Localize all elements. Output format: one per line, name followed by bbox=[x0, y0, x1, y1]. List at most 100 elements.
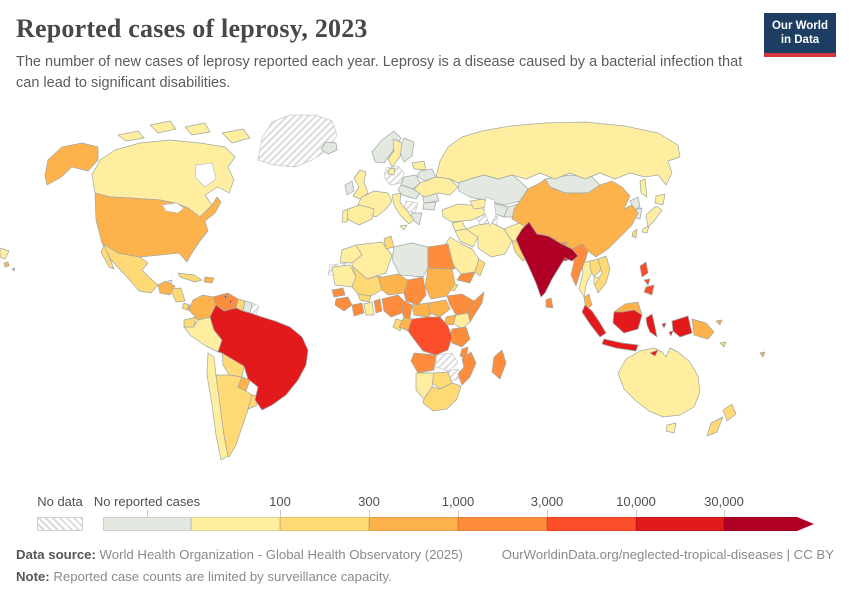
country-japan-honshu[interactable] bbox=[645, 205, 663, 228]
country-russia-sakhalin[interactable] bbox=[639, 178, 648, 198]
country-sweden[interactable] bbox=[387, 138, 403, 168]
country-ghana[interactable] bbox=[363, 301, 375, 316]
country-vietnam[interactable] bbox=[594, 255, 611, 294]
legend-swatch-b2[interactable] bbox=[280, 517, 369, 531]
country-guatemala[interactable] bbox=[157, 280, 176, 296]
country-philippines-visayas[interactable] bbox=[643, 278, 651, 286]
country-indonesia-sulawesi[interactable] bbox=[645, 313, 658, 338]
country-indonesia-papua[interactable] bbox=[671, 315, 693, 338]
country-italy-sicily[interactable] bbox=[399, 224, 408, 231]
country-cuba[interactable] bbox=[177, 272, 203, 283]
country-usa-hawaii-2[interactable] bbox=[11, 267, 16, 272]
country-solomon-islands[interactable] bbox=[719, 341, 727, 348]
country-poland[interactable] bbox=[400, 174, 421, 190]
country-togo-benin[interactable] bbox=[373, 298, 383, 314]
country-taiwan[interactable] bbox=[631, 228, 638, 239]
legend-swatch-b1[interactable] bbox=[191, 517, 280, 531]
country-egypt[interactable] bbox=[427, 243, 456, 270]
country-fiji[interactable] bbox=[759, 351, 766, 358]
country-nigeria[interactable] bbox=[381, 294, 405, 318]
country-canada-arctic-1[interactable] bbox=[117, 130, 145, 142]
country-senegal[interactable] bbox=[331, 287, 346, 298]
country-tanzania[interactable] bbox=[449, 326, 471, 348]
country-sri-lanka[interactable] bbox=[545, 297, 554, 309]
country-zambia[interactable] bbox=[435, 352, 459, 372]
country-burkina-faso[interactable] bbox=[357, 293, 372, 303]
country-usa-hawaii[interactable] bbox=[3, 261, 10, 268]
country-russia-chukotka-fragment[interactable] bbox=[0, 247, 10, 260]
country-madagascar[interactable] bbox=[491, 349, 507, 380]
country-paraguay[interactable] bbox=[237, 376, 251, 392]
country-philippines-luzon[interactable] bbox=[639, 261, 649, 278]
country-iran[interactable] bbox=[465, 222, 513, 258]
country-usa[interactable] bbox=[94, 192, 222, 263]
country-indonesia-maluku[interactable] bbox=[661, 322, 667, 329]
country-italy[interactable] bbox=[391, 192, 415, 225]
country-angola[interactable] bbox=[410, 352, 437, 374]
country-austria-czechia[interactable] bbox=[397, 184, 421, 200]
country-png-new-britain[interactable] bbox=[715, 319, 723, 326]
country-philippines-mindanao[interactable] bbox=[643, 284, 655, 296]
country-baltic-states[interactable] bbox=[411, 160, 427, 171]
country-mexico-baja[interactable] bbox=[100, 244, 115, 270]
country-honduras-nicaragua[interactable] bbox=[169, 287, 186, 303]
owid-url-and-license[interactable]: OurWorldinData.org/neglected-tropical-di… bbox=[501, 547, 834, 562]
country-indonesia-maluku-2[interactable] bbox=[668, 330, 674, 337]
country-bulgaria[interactable] bbox=[422, 201, 437, 211]
country-usa-alaska[interactable] bbox=[44, 142, 99, 186]
country-denmark[interactable] bbox=[387, 167, 396, 176]
country-uganda[interactable] bbox=[444, 314, 457, 326]
country-chad[interactable] bbox=[403, 276, 427, 306]
country-japan-hokkaido[interactable] bbox=[654, 193, 666, 206]
country-iceland[interactable] bbox=[320, 141, 338, 155]
country-timor[interactable] bbox=[649, 349, 659, 357]
country-tunisia[interactable] bbox=[383, 235, 395, 250]
country-south-africa[interactable] bbox=[422, 382, 462, 412]
country-spain[interactable] bbox=[346, 204, 375, 226]
country-new-zealand-south[interactable] bbox=[706, 416, 724, 437]
country-russia[interactable] bbox=[435, 121, 681, 186]
country-brazil[interactable] bbox=[209, 304, 309, 411]
legend-swatch-no-data[interactable] bbox=[37, 517, 83, 531]
country-sudan[interactable] bbox=[424, 267, 456, 300]
country-libya[interactable] bbox=[391, 242, 429, 278]
country-canada-arctic-2[interactable] bbox=[149, 120, 177, 134]
legend-swatch-b7[interactable] bbox=[724, 517, 798, 531]
legend-swatch-b6[interactable] bbox=[636, 517, 724, 531]
country-costa-rica[interactable] bbox=[181, 302, 190, 311]
country-ukraine[interactable] bbox=[413, 176, 459, 198]
country-india[interactable] bbox=[515, 221, 579, 298]
country-south-sudan[interactable] bbox=[427, 299, 451, 318]
country-oman[interactable] bbox=[474, 258, 486, 277]
country-united-kingdom[interactable] bbox=[352, 169, 369, 200]
country-australia-tasmania[interactable] bbox=[665, 422, 677, 434]
country-portugal[interactable] bbox=[341, 208, 349, 223]
country-indonesia-java[interactable] bbox=[601, 338, 639, 352]
country-new-zealand-north[interactable] bbox=[722, 403, 737, 422]
country-canada-arctic-4[interactable] bbox=[221, 128, 251, 144]
country-canada-arctic-3[interactable] bbox=[184, 122, 211, 136]
country-mauritania[interactable] bbox=[331, 264, 357, 288]
country-cote-divoire[interactable] bbox=[351, 302, 365, 317]
country-niger[interactable] bbox=[377, 273, 409, 296]
country-dr-congo[interactable] bbox=[407, 316, 453, 356]
country-mozambique[interactable] bbox=[457, 351, 477, 386]
country-trinidad[interactable] bbox=[228, 299, 233, 305]
country-indonesia-kalimantan[interactable] bbox=[612, 309, 643, 334]
legend-swatch-b4[interactable] bbox=[458, 517, 547, 531]
country-ecuador[interactable] bbox=[183, 316, 197, 328]
country-lesser-antilles[interactable] bbox=[223, 294, 228, 300]
country-papua-new-guinea[interactable] bbox=[691, 318, 715, 340]
country-somalia[interactable] bbox=[467, 291, 485, 323]
country-cameroon[interactable] bbox=[401, 300, 413, 320]
owid-logo[interactable]: Our World in Data bbox=[764, 13, 836, 57]
country-hispaniola[interactable] bbox=[203, 276, 215, 284]
country-ireland[interactable] bbox=[344, 180, 355, 196]
legend-swatch-b3[interactable] bbox=[369, 517, 458, 531]
country-indonesia-sumatra[interactable] bbox=[581, 304, 607, 338]
country-yemen[interactable] bbox=[456, 271, 476, 284]
legend-swatch-no-cases[interactable] bbox=[103, 517, 191, 531]
legend-swatch-b5[interactable] bbox=[547, 517, 636, 531]
country-guinea[interactable] bbox=[334, 296, 353, 312]
country-japan-kyushu[interactable] bbox=[641, 225, 650, 234]
